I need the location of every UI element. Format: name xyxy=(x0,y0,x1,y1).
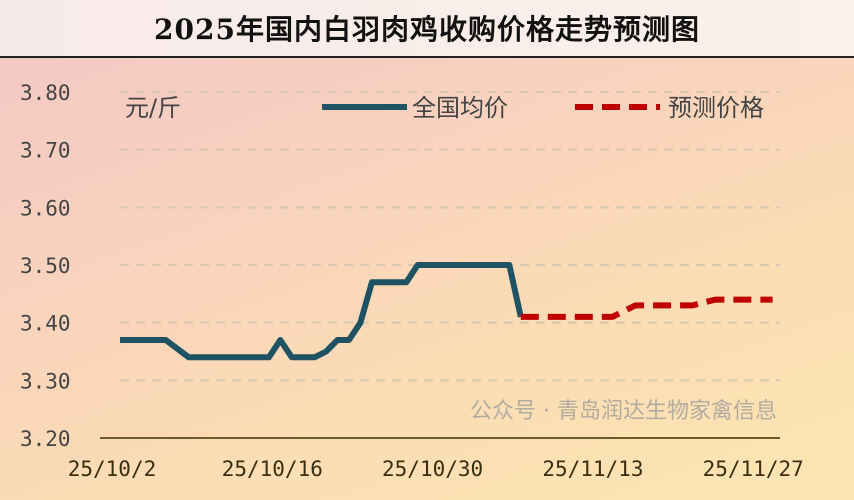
x-tick-label: 25/10/30 xyxy=(382,457,483,481)
y-tick-label: 3.60 xyxy=(20,196,71,220)
grid-lines xyxy=(120,91,780,382)
y-axis-unit: 元/斤 xyxy=(125,94,181,122)
series-line-forecast xyxy=(520,296,773,320)
y-tick-label: 3.40 xyxy=(20,312,71,336)
y-tick-label: 3.20 xyxy=(20,427,71,451)
chart-title: 2025年国内白羽肉鸡收购价格走势预测图 xyxy=(154,13,700,46)
x-tick-label: 25/11/27 xyxy=(703,457,804,481)
legend-label-forecast: 预测价格 xyxy=(668,94,764,122)
legend-label-national-average: 全国均价 xyxy=(412,94,508,122)
x-tick-label: 25/11/13 xyxy=(542,457,643,481)
y-tick-label: 3.80 xyxy=(20,81,71,105)
x-tick-label: 25/10/2 xyxy=(68,457,157,481)
watermark: 公众号 · 青岛润达生物家禽信息 xyxy=(470,399,777,424)
y-axis-ticks: 3.80 3.70 3.60 3.50 3.40 3.30 3.20 xyxy=(20,81,71,451)
y-tick-label: 3.30 xyxy=(20,369,71,393)
x-axis-ticks: 25/10/2 25/10/16 25/10/30 25/11/13 25/11/27 xyxy=(68,457,804,481)
y-tick-label: 3.70 xyxy=(20,139,71,163)
y-tick-label: 3.50 xyxy=(20,254,71,278)
title-bar: 2025年国内白羽肉鸡收购价格走势预测图 xyxy=(0,0,854,58)
x-tick-label: 25/10/16 xyxy=(222,457,323,481)
series-line-national-average xyxy=(120,262,524,361)
series-lines xyxy=(119,262,773,361)
